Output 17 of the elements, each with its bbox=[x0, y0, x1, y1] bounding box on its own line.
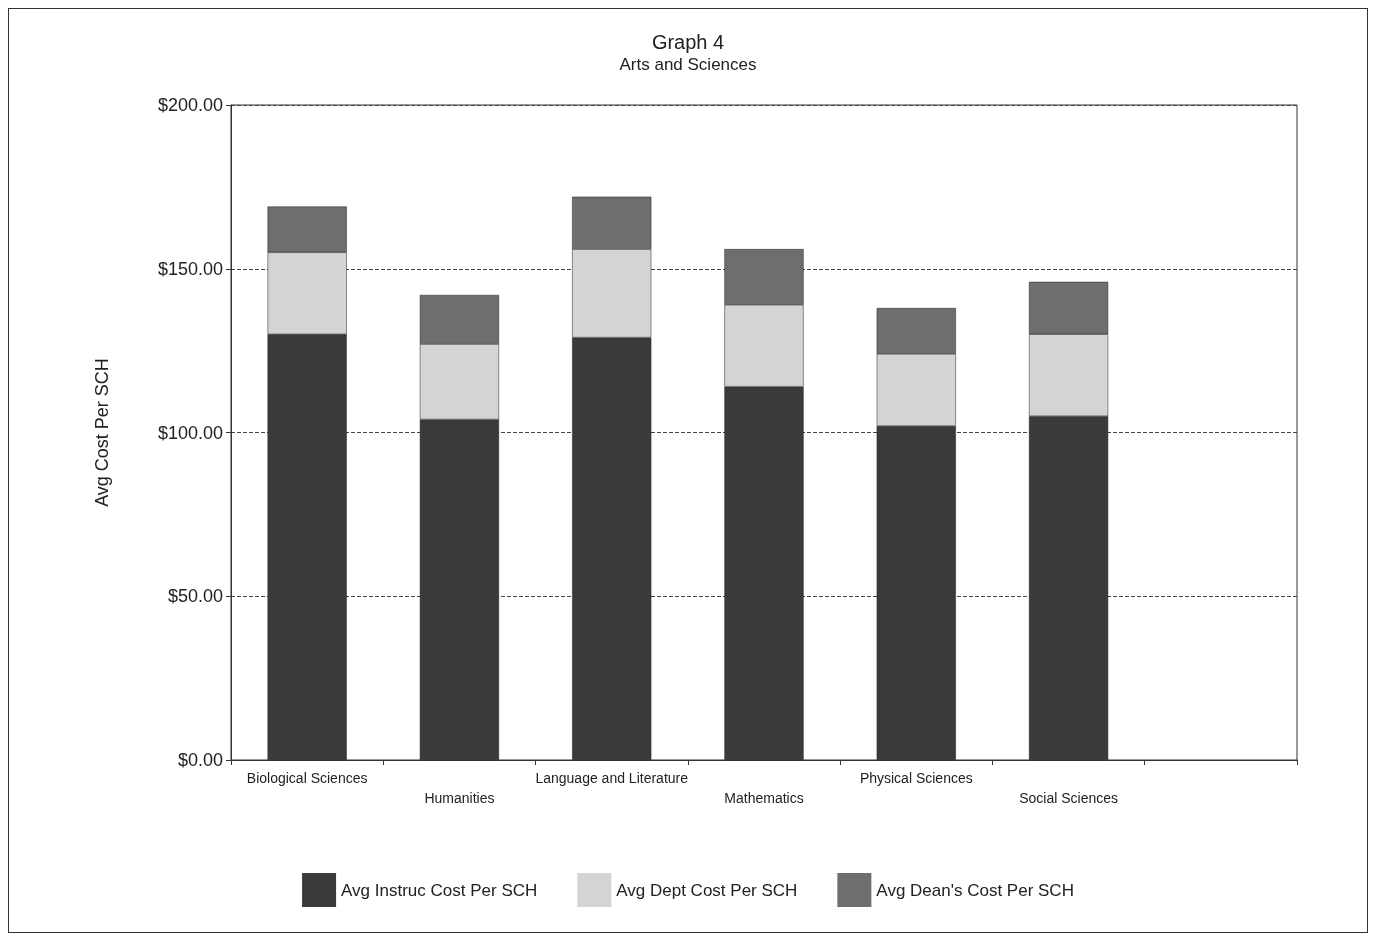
x-tick-label: Social Sciences bbox=[1019, 790, 1118, 806]
y-tick-label: $150.00 bbox=[157, 258, 223, 279]
y-tick-label: $100.00 bbox=[157, 422, 223, 443]
y-tick-label: $200.00 bbox=[157, 95, 223, 115]
y-tick-label: $50.00 bbox=[167, 586, 223, 607]
x-tick-label: Physical Sciences bbox=[859, 770, 973, 786]
legend-label: Avg Dean's Cost Per SCH bbox=[876, 880, 1074, 900]
legend-label: Avg Instruc Cost Per SCH bbox=[341, 880, 538, 900]
y-tick-label: $0.00 bbox=[177, 750, 223, 770]
x-tick-label: Biological Sciences bbox=[246, 770, 368, 786]
legend-label: Avg Dept Cost Per SCH bbox=[616, 880, 798, 900]
x-tick-label: Humanities bbox=[424, 790, 495, 806]
x-tick-label: Mathematics bbox=[724, 790, 804, 806]
chart-subtitle: Arts and Sciences bbox=[619, 55, 757, 74]
x-tick-label: Language and Literature bbox=[535, 770, 689, 786]
y-axis-title: Avg Cost Per SCH bbox=[92, 358, 112, 507]
chart-title: Graph 4 bbox=[651, 31, 725, 53]
